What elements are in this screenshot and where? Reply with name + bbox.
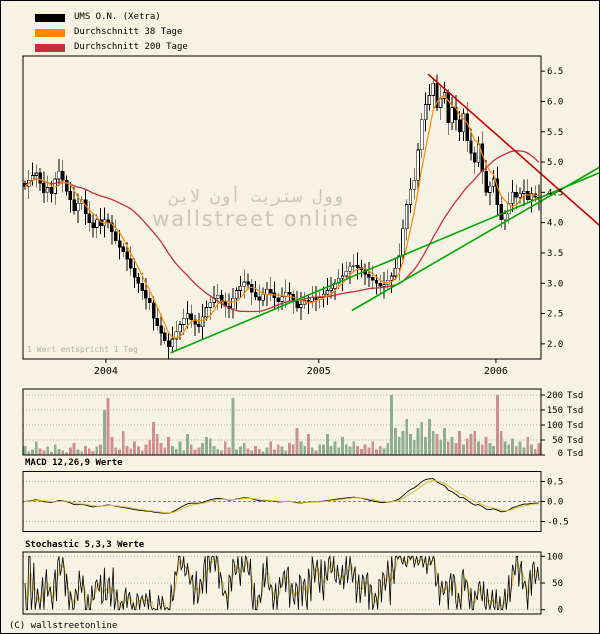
volume-chart: 200 Tsd 150 Tsd 100 Tsd 50 Tsd 0 Tsd: [22, 388, 583, 459]
svg-text:0: 0: [558, 606, 563, 616]
svg-text:150: 150: [547, 406, 563, 416]
legend-item-ma38: Durchschnitt 38 Tage: [35, 25, 188, 40]
svg-text:100: 100: [547, 552, 563, 562]
svg-text:3.0: 3.0: [547, 279, 563, 289]
svg-text:-0.5: -0.5: [547, 518, 569, 528]
svg-text:Tsd: Tsd: [567, 391, 583, 401]
svg-text:2.5: 2.5: [547, 310, 563, 320]
legend-label-ma200: Durchschnitt 200 Tage: [74, 42, 188, 52]
svg-text:Tsd: Tsd: [567, 421, 583, 431]
legend-swatch-ma200: [35, 43, 65, 52]
svg-text:5.0: 5.0: [547, 158, 563, 168]
candles: [23, 74, 541, 360]
price-chart: 6.5 6.0 5.5 5.0 4.5 4.0 3.5 3.0 2.5 2.0 2004 2005 20…: [22, 55, 599, 377]
svg-text:Tsd: Tsd: [567, 449, 583, 459]
svg-text:2004: 2004: [94, 366, 118, 377]
scale-note: 1 Wert entspricht 1 Tag: [27, 345, 138, 354]
svg-text:2.0: 2.0: [547, 340, 563, 350]
legend-swatch-ma38: [35, 28, 65, 37]
trendline-resistance: [427, 73, 599, 227]
trendline-support-steep: [351, 166, 599, 312]
legend-label-ma38: Durchschnitt 38 Tage: [74, 27, 183, 37]
watermark-script-line: وول ستريت أون لاين: [169, 187, 343, 207]
svg-text:5.5: 5.5: [547, 128, 563, 138]
svg-text:4.0: 4.0: [547, 219, 563, 229]
legend-label-price: UMS O.N. (Xetra): [74, 12, 161, 22]
svg-text:6.0: 6.0: [547, 97, 563, 107]
svg-text:3.5: 3.5: [547, 249, 563, 259]
volume-bars: [23, 395, 541, 455]
svg-text:50: 50: [552, 436, 563, 446]
macd-label: MACD 12,26,9 Werte: [25, 458, 123, 468]
macd-signal-line: [24, 479, 540, 514]
svg-text:0: 0: [558, 449, 563, 459]
svg-text:2005: 2005: [307, 366, 331, 377]
ma200-line: [24, 150, 540, 313]
copyright-footer: (C) wallstreetonline: [9, 621, 118, 631]
stochastic-chart: 100 50 0: [22, 551, 563, 616]
svg-text:Tsd: Tsd: [567, 406, 583, 416]
svg-text:2006: 2006: [484, 366, 508, 377]
legend: UMS O.N. (Xetra) Durchschnitt 38 Tage Du…: [35, 10, 188, 55]
stochastic-k-line: [24, 554, 540, 611]
svg-text:Tsd: Tsd: [567, 436, 583, 446]
legend-item-ma200: Durchschnitt 200 Tage: [35, 40, 188, 55]
svg-text:100: 100: [547, 421, 563, 431]
ma38-line: [24, 94, 540, 339]
macd-chart: 0.5 0.0 -0.5: [22, 471, 569, 532]
svg-text:0.0: 0.0: [547, 498, 563, 508]
legend-item-price: UMS O.N. (Xetra): [35, 10, 188, 25]
svg-text:0.5: 0.5: [547, 478, 563, 488]
trendline-support-long: [170, 171, 599, 354]
svg-text:200: 200: [547, 391, 563, 401]
legend-swatch-price: [35, 13, 65, 22]
svg-text:6.5: 6.5: [547, 67, 563, 77]
stochastic-label: Stochastic 5,3,3 Werte: [25, 540, 145, 550]
watermark-brand-line: wallstreet online: [152, 207, 360, 231]
watermark: وول ستريت أون لاين wallstreet online: [61, 187, 451, 231]
macd-line: [24, 478, 539, 514]
svg-text:50: 50: [552, 579, 563, 589]
svg-text:4.5: 4.5: [547, 188, 563, 198]
